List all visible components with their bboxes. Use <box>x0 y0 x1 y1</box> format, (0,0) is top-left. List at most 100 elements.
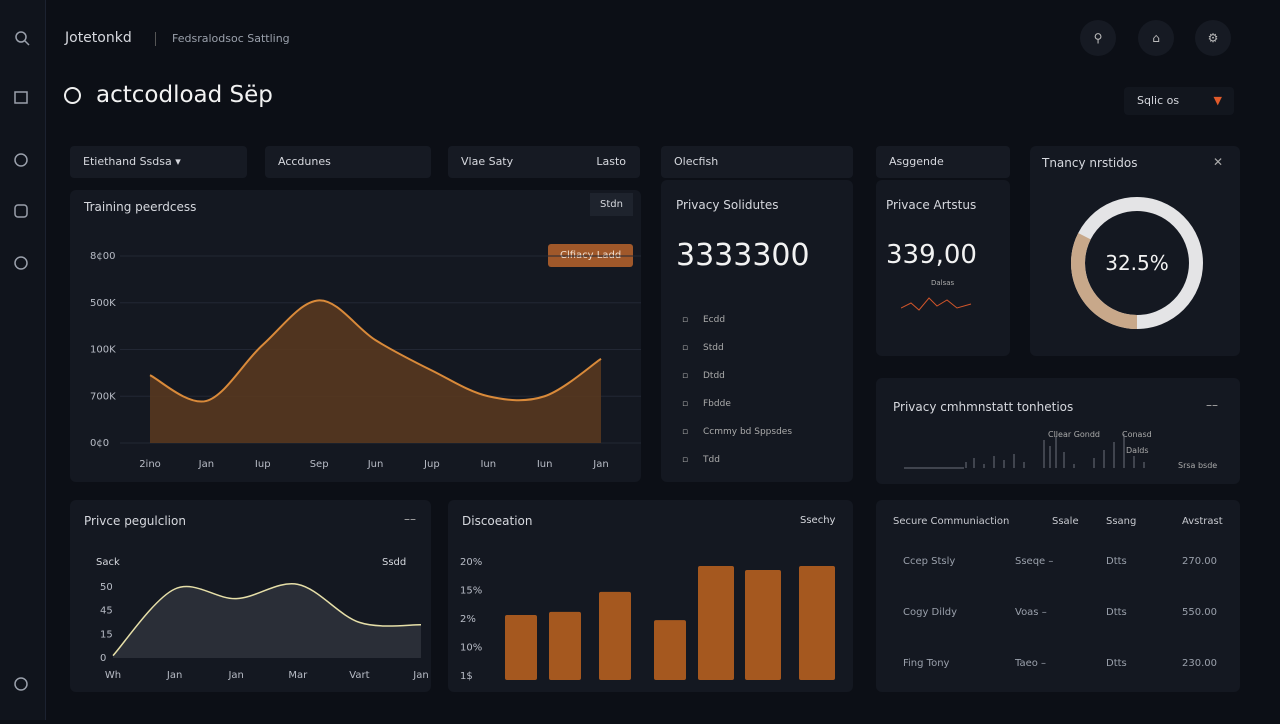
close[interactable]: ✕ <box>1213 155 1224 169</box>
card-title: Discoeation <box>462 514 533 528</box>
communication-card: Privacy cmhmnstatt tonhetios –– Cllear G… <box>876 378 1240 484</box>
bar <box>799 565 835 680</box>
y-tick-label: 0 <box>100 653 106 664</box>
x-tick-label: 2ino <box>139 459 161 470</box>
x-tick-label: Jan <box>198 459 214 470</box>
list-bullet: ▫ <box>682 315 689 325</box>
select[interactable]: Sqlic os ▼ <box>1124 87 1234 115</box>
table-cell: 230.00 <box>1182 658 1217 669</box>
x-tick-label: Jup <box>423 459 440 470</box>
filter-text: Lasto <box>596 155 626 168</box>
x-tick-label: Jun <box>367 459 384 470</box>
filter-text: Olecfish <box>674 155 719 168</box>
table-header: Ssang <box>1106 516 1137 527</box>
legend-text: Srsa bsde <box>1178 461 1218 470</box>
table-cell: 270.00 <box>1182 556 1217 567</box>
card-title: Privace Artstus <box>886 198 977 212</box>
x-tick-label: Jan <box>227 670 243 681</box>
select-text: Sqlic os <box>1137 94 1180 107</box>
y-tick-label: 700K <box>90 391 116 402</box>
y-tick-label: 45 <box>100 606 113 617</box>
table-cell: Voas – <box>1015 607 1047 618</box>
sparkbars <box>904 434 1145 469</box>
filter[interactable]: Asggende <box>876 146 1010 178</box>
table-header: Secure Communiaction <box>893 516 1010 527</box>
table-cell: Ccep Stsly <box>903 556 956 567</box>
table-header: Avstrast <box>1182 516 1223 527</box>
list-bullet: ▫ <box>682 455 689 465</box>
list-bullet: ▫ <box>682 343 689 353</box>
y-tick-label: 100K <box>90 345 116 356</box>
x-tick-label: Jan <box>412 670 428 681</box>
y-tick-label: 8¢00 <box>90 251 115 262</box>
list-item: Ecdd <box>703 315 726 325</box>
filter[interactable]: Vlae Saty Lasto <box>448 146 640 178</box>
status-card: Privace Artstus 339,00 Dalsas <box>876 180 1010 356</box>
mini-label: Dalsas <box>931 279 955 287</box>
bar <box>745 569 781 680</box>
table-cell: Dtts <box>1106 556 1127 567</box>
logo <box>64 87 81 104</box>
icon-button[interactable]: ⌂ <box>1138 20 1174 56</box>
menu[interactable]: –– <box>1206 398 1218 412</box>
filter-text: Accdunes <box>278 155 331 168</box>
page-title: actcodload Sëp <box>96 82 273 108</box>
list-item: Stdd <box>703 343 724 353</box>
y-tick-label: 0¢0 <box>90 438 109 449</box>
legend-text: Dalds <box>1126 446 1149 455</box>
y-tick-label: 10% <box>460 643 482 654</box>
y-tick-label: 1$ <box>460 671 473 682</box>
big-number: 339,00 <box>886 240 977 270</box>
button[interactable]: Stdn <box>590 193 633 216</box>
bar <box>654 620 686 680</box>
x-tick-label: Wh <box>105 670 121 681</box>
filter[interactable]: Etiethand Ssdsa ▾ <box>70 146 247 178</box>
menu[interactable]: –– <box>404 512 416 526</box>
card-title: Tnancy nrstidos <box>1042 156 1138 170</box>
breadcrumb[interactable]: Fedsralodsoc Sattling <box>172 32 290 45</box>
icon-button[interactable]: ⚙ <box>1195 20 1231 56</box>
filter[interactable]: Accdunes <box>265 146 431 178</box>
bar <box>698 565 734 680</box>
line-chart: 0 15 45 50 Wh Jan Jan Mar Vart Jan <box>100 582 429 681</box>
legend-text: Cllear Gondd <box>1048 430 1101 439</box>
x-tick-label: Jan <box>592 459 608 470</box>
action[interactable]: Ssechy <box>800 515 836 526</box>
list-item: Tdd <box>703 455 720 465</box>
filter-text: Etiethand Ssdsa <box>83 155 172 168</box>
table-cell: 550.00 <box>1182 607 1217 618</box>
line <box>112 583 422 657</box>
list-item: Ccmmy bd Sppsdes <box>703 427 793 437</box>
axis-label: Ssdd <box>382 557 407 568</box>
table-header: Ssale <box>1052 516 1079 527</box>
area <box>113 583 421 658</box>
area-chart: 0¢0 700K 100K 500K 8¢00 2ino Jan Iup Sep Jun Jup Iu… <box>90 251 641 470</box>
line <box>149 299 602 403</box>
icon-button[interactable]: ⚲ <box>1080 20 1116 56</box>
y-tick-label: 2% <box>460 614 476 625</box>
divider <box>155 32 156 46</box>
bar <box>505 615 537 680</box>
sidebar <box>0 0 46 720</box>
legend-text: Conasd <box>1122 430 1152 439</box>
list-item: Fbdde <box>703 399 731 409</box>
filter-text: Asggende <box>889 155 944 168</box>
x-tick-label: Iun <box>537 459 553 470</box>
table-cell: Dtts <box>1106 658 1127 669</box>
big-number: 3333300 <box>676 238 810 273</box>
bar <box>599 591 631 680</box>
area <box>150 300 601 443</box>
y-tick-label: 500K <box>90 298 116 309</box>
table-cell: Cogy Dildy <box>903 607 958 618</box>
axis-label: Sack <box>96 557 120 568</box>
x-tick-label: Sep <box>310 459 329 470</box>
list-bullet: ▫ <box>682 399 689 409</box>
x-tick-label: Jan <box>166 670 182 681</box>
bar-chart: 1$ 10% 2% 15% 20% <box>460 557 835 682</box>
filter[interactable]: Olecfish <box>661 146 853 178</box>
x-tick-label: Iun <box>480 459 496 470</box>
donut-chart: 32.5% <box>1071 197 1203 329</box>
bar <box>549 611 581 680</box>
card-title: Privce pegulclion <box>84 514 186 528</box>
list-bullet: ▫ <box>682 371 689 381</box>
